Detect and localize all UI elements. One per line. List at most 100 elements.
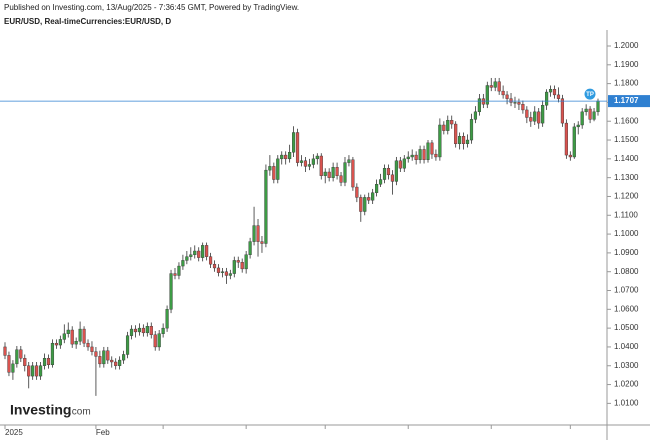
candle-body [319,155,323,176]
candle-body [572,126,576,158]
candle-body [430,142,434,155]
candle-body [426,142,430,160]
y-tick-label: 1.1900 [614,60,639,69]
candle-body [418,149,422,160]
candle-body [248,241,252,255]
candle-body [398,160,402,169]
candle-body [58,339,62,346]
candle-body [42,358,47,366]
candle-body [82,328,86,344]
candle-body [367,197,371,201]
candle-body [161,327,165,334]
candle-body [284,154,288,160]
candle-body [185,256,189,261]
candle-body [177,265,181,276]
candle-body [592,111,596,120]
candle-body [70,329,74,345]
candle-body [497,81,501,92]
candle-body [122,354,126,361]
candle-body [390,174,395,182]
candle-body [355,186,359,198]
candle-body [189,254,193,257]
candle-body [208,256,213,265]
candle-body [23,358,27,366]
candle-body [232,260,236,274]
candle-body [197,250,201,258]
candle-body [240,262,244,270]
candle-body [252,225,256,242]
candle-body [74,341,78,345]
candle-body [220,271,225,273]
candle-body [173,273,177,276]
candle-body [394,160,398,182]
candle-body [465,139,470,144]
candle-body [35,365,39,377]
chart-title: EUR/USD, Real-timeCurrencies:EUR/USD, D [4,17,171,26]
candle-body [260,241,264,244]
candle-body [359,197,363,212]
x-tick-label: 2025 [5,428,23,437]
candle-body [102,350,106,365]
candle-body [78,328,82,342]
candle-body [576,124,580,128]
candle-body [288,152,292,160]
candle-body [485,85,489,105]
candle-body [201,245,205,258]
candle-body [402,158,406,169]
candle-body [347,159,351,163]
candle-body [521,104,525,111]
candle-body [153,334,157,348]
candles [3,77,600,396]
y-tick-label: 1.1200 [614,192,639,201]
y-tick-label: 1.0600 [614,304,639,313]
candle-body [228,273,232,276]
y-tick-label: 1.0400 [614,342,639,351]
candle-body [264,169,268,244]
candle-body [548,89,553,93]
candle-body [450,120,454,125]
candle-body [11,363,15,373]
candle-body [560,98,565,124]
candle-body [596,100,600,113]
candle-body [292,132,296,153]
candle-body [537,111,541,124]
last-price-label: 1.1707 [614,96,639,105]
candle-body [517,102,521,105]
candle-body [272,166,276,180]
candle-body [114,361,118,366]
candle-body [556,94,561,99]
candle-body [31,365,35,377]
x-tick-label: Feb [96,428,110,437]
y-tick-label: 1.1000 [614,229,639,238]
candle-body [216,267,221,273]
candle-body [454,123,458,144]
badge [584,88,596,100]
candle-body [509,98,513,103]
candle-body [371,192,375,201]
candle-body [489,85,493,88]
candle-body [568,154,572,158]
y-tick-label: 1.1100 [614,210,638,219]
y-tick-label: 1.0500 [614,323,639,332]
candle-body [525,109,529,118]
candle-body [118,359,122,366]
candle-body [513,102,517,104]
candle-body [351,159,355,188]
candle-body [315,155,319,160]
candle-body [363,197,367,212]
candle-body [446,120,450,131]
candle-body [149,326,153,335]
candle-body [244,254,248,270]
candle-body [193,250,197,255]
y-tick-label: 1.0800 [614,267,639,276]
candle-body [86,342,90,348]
candle-body [307,164,311,167]
candle-body [145,326,149,334]
candle-body [50,342,55,366]
candle-body [323,171,327,176]
candle-body [212,263,217,269]
candle-body [533,111,537,122]
candle-body [501,90,505,96]
